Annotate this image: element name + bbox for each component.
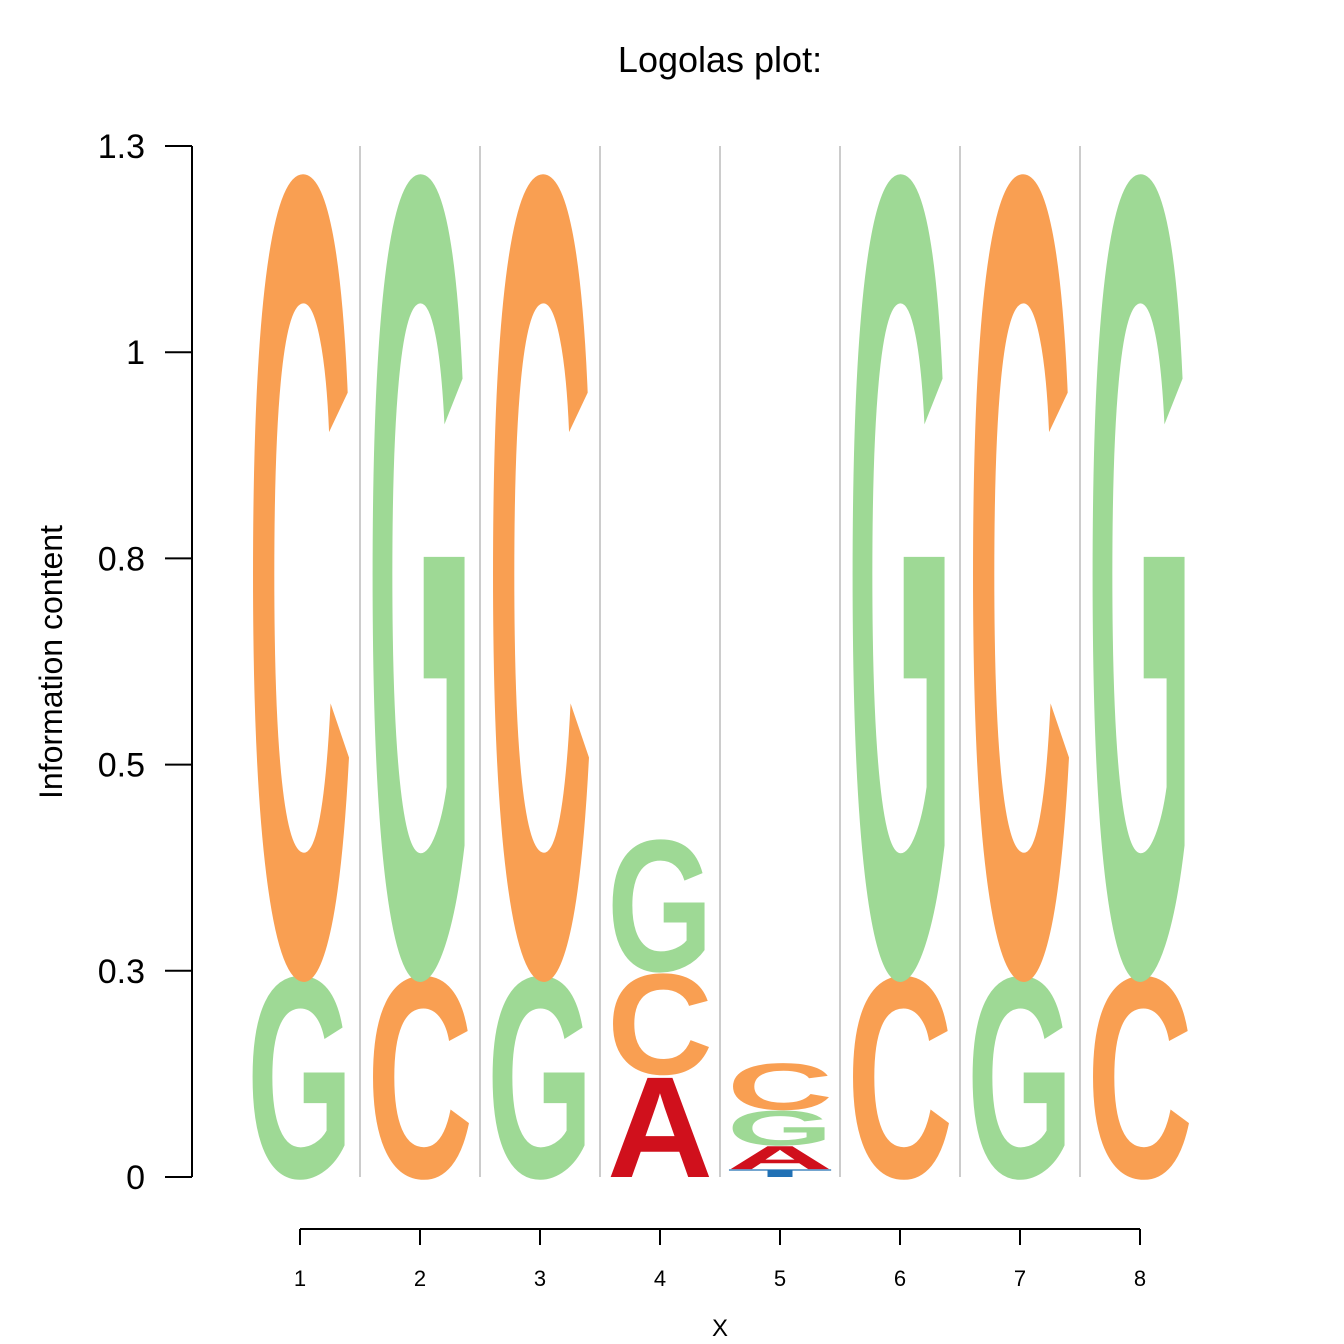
logo-letter: C xyxy=(1087,916,1193,1238)
y-tick-label: 1.3 xyxy=(98,128,145,166)
x-tick-label: 7 xyxy=(1014,1266,1026,1291)
logo-letter: G xyxy=(607,801,713,1011)
logo-letter: G xyxy=(727,1100,833,1156)
x-axis-label: X xyxy=(712,1315,728,1342)
logo-letter: C xyxy=(607,945,713,1105)
y-axis-label: Information content xyxy=(33,525,69,799)
x-tick-label: 5 xyxy=(774,1266,786,1291)
logo-letter: C xyxy=(847,916,953,1238)
logo-letter: G xyxy=(1087,0,1193,1213)
x-tick-label: 3 xyxy=(534,1266,546,1291)
logo-letter: C xyxy=(247,0,353,1213)
logo-letter: C xyxy=(487,0,593,1213)
chart-title: Logolas plot: xyxy=(618,39,822,80)
x-tick-label: 1 xyxy=(294,1266,306,1291)
logo-letter: A xyxy=(727,1139,833,1176)
x-tick-label: 8 xyxy=(1134,1266,1146,1291)
y-tick-label: 0 xyxy=(126,1159,145,1197)
logo-letter: C xyxy=(967,0,1073,1213)
x-tick-label: 2 xyxy=(414,1266,426,1291)
logo-letter: G xyxy=(847,0,953,1213)
y-tick-label: 1 xyxy=(126,334,145,372)
logo-letter: G xyxy=(247,916,353,1238)
x-tick-label: 6 xyxy=(894,1266,906,1291)
y-tick-label: 0.8 xyxy=(98,540,145,578)
logo-letter: C xyxy=(367,916,473,1238)
logo-letter: G xyxy=(487,916,593,1238)
logo-letter: G xyxy=(367,0,473,1213)
logo-letter: T xyxy=(727,1167,833,1179)
logo-letter: C xyxy=(727,1049,833,1123)
y-tick-label: 0.3 xyxy=(98,953,145,991)
logo-letter: G xyxy=(967,916,1073,1238)
x-tick-label: 4 xyxy=(654,1266,666,1291)
logo-letter: A xyxy=(607,1048,713,1208)
y-tick-label: 0.5 xyxy=(98,747,145,785)
